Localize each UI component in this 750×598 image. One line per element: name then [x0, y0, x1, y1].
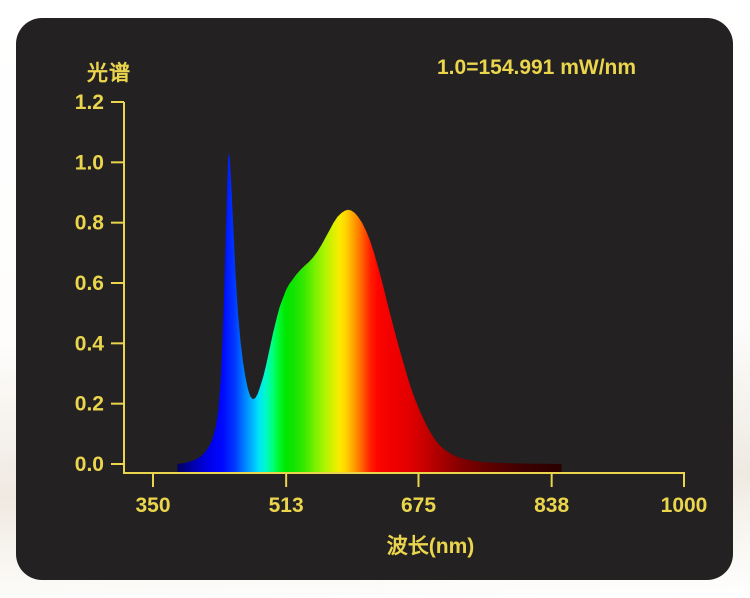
x-tick-label: 1000 [661, 494, 708, 517]
x-axis-title: 波长(nm) [387, 534, 475, 558]
x-tick-label: 838 [534, 494, 569, 517]
x-tick-label: 675 [401, 494, 436, 517]
y-tick-label: 1.2 [75, 91, 104, 114]
x-tick-label: 513 [269, 494, 304, 517]
y-tick-label: 0.6 [75, 272, 104, 295]
y-tick-label: 0.8 [75, 212, 105, 235]
y-tick-label: 0.4 [75, 332, 105, 355]
x-tick-label: 350 [135, 494, 170, 517]
spectrum-area [177, 153, 562, 474]
y-tick-label: 1.0 [75, 151, 104, 174]
y-tick-label: 0.2 [75, 393, 104, 416]
scale-annotation: 1.0=154.991 mW/nm [437, 56, 637, 79]
chart-title: 光谱 [87, 62, 131, 85]
y-tick-label: 0.0 [75, 453, 104, 476]
